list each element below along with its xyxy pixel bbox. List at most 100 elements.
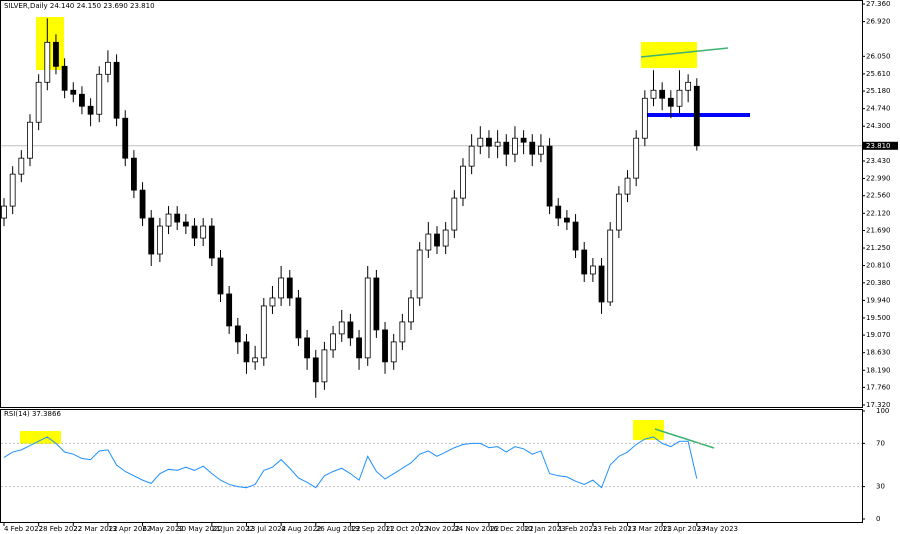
x-tick-label: 10 Jan 2023 — [524, 525, 566, 533]
x-tick-label: 4 Feb 2022 — [4, 525, 43, 533]
candle-body — [624, 177, 631, 195]
candle-body — [243, 341, 250, 363]
x-tick-label: 4 Aug 2022 — [281, 525, 321, 533]
candle-body — [442, 229, 449, 247]
candle-body — [667, 97, 674, 107]
x-tick-label: 19 Sep 2022 — [350, 525, 394, 533]
candle-body — [330, 333, 336, 351]
candle-body — [260, 305, 267, 359]
candle-body — [113, 61, 120, 119]
y-tick-label: 17.320 — [866, 401, 891, 409]
candle-body — [44, 41, 51, 83]
rsi-panel — [0, 409, 863, 523]
x-tick-label: 22 Mar 2022 — [73, 525, 117, 533]
candle-body — [182, 221, 189, 227]
x-tick-label: 26 Aug 2022 — [316, 525, 361, 533]
y-tick-label: 22.560 — [866, 192, 891, 200]
candle-body — [18, 157, 25, 175]
candle-body — [460, 165, 466, 199]
x-tick-label: 13 Apr 2022 — [108, 525, 151, 533]
candle-body — [87, 105, 94, 115]
y-tick-label: 26.050 — [866, 52, 891, 60]
y-tick-label: 0 — [876, 515, 880, 523]
y-tick-label: 20.380 — [866, 279, 891, 287]
y-tick-label: 21.250 — [866, 244, 891, 252]
candle-body — [416, 249, 423, 299]
candle-body — [546, 145, 553, 207]
candle-body — [581, 249, 588, 275]
x-tick-label: 24 Nov 2022 — [454, 525, 499, 533]
candle-body — [295, 297, 302, 339]
y-tick-label: 24.300 — [866, 122, 891, 130]
y-tick-label: 19.070 — [866, 331, 891, 339]
candle-body — [356, 337, 362, 359]
last-price-box — [862, 141, 898, 150]
y-tick-label: 25.610 — [866, 70, 891, 78]
candle-body — [174, 213, 181, 223]
candle-body — [286, 277, 293, 299]
candle-body — [520, 137, 527, 143]
candle-body — [615, 193, 622, 231]
candle-body — [555, 205, 562, 219]
y-tick-label: 27.360 — [866, 0, 891, 8]
highlight-box — [633, 420, 664, 440]
candle-body — [685, 81, 692, 91]
candle-body — [165, 213, 172, 227]
candle-body — [200, 225, 207, 239]
x-tick-label: 6 May 2022 — [143, 525, 184, 533]
candle-body — [512, 137, 518, 155]
last-price-label: 23.810 — [866, 142, 891, 150]
x-tick-label: 17 Mar 2023 — [628, 525, 672, 533]
candle-body — [364, 277, 371, 359]
candle-body — [61, 65, 68, 91]
y-tick-label: 22.120 — [866, 209, 891, 217]
candle-body — [659, 89, 666, 99]
rsi-line — [3, 436, 698, 489]
rsi-title: RSI(14) 37.3866 — [4, 410, 61, 418]
candle-body — [693, 85, 700, 147]
candle-body — [105, 61, 111, 75]
candle-body — [1, 205, 7, 219]
candle-body — [494, 141, 501, 147]
x-tick-label: 28 Feb 2022 — [39, 525, 83, 533]
candle-body — [70, 89, 77, 95]
highlight-box — [20, 431, 61, 444]
x-tick-label: 13 Jul 2022 — [246, 525, 286, 533]
candle-body — [278, 277, 285, 299]
candle-body — [408, 297, 414, 323]
candle-body — [477, 137, 484, 147]
candle-body — [252, 357, 259, 363]
candle-body — [27, 121, 33, 159]
candle-body — [607, 229, 614, 303]
candle-body — [529, 141, 536, 155]
candle-body — [208, 225, 215, 259]
candle-body — [53, 41, 59, 67]
candle-body — [538, 145, 544, 155]
candle-body — [434, 233, 440, 247]
x-tick-label: 11 Oct 2022 — [385, 525, 428, 533]
y-tick-label: 19.500 — [866, 314, 891, 322]
y-tick-label: 22.990 — [866, 175, 891, 183]
x-tick-label: 3 May 2023 — [697, 525, 738, 533]
candle-body — [589, 265, 596, 275]
candle-body — [156, 225, 163, 255]
candle-body — [122, 117, 129, 159]
candle-body — [321, 349, 328, 383]
y-tick-label: 17.760 — [866, 383, 891, 391]
candle-body — [572, 221, 579, 251]
chart-title: SILVER,Daily 24.140 24.150 23.690 23.810 — [4, 2, 155, 10]
y-tick-label: 25.180 — [866, 87, 891, 95]
candle-body — [130, 157, 137, 191]
candle-body — [148, 217, 155, 255]
candle-body — [399, 321, 406, 343]
candle-body — [217, 257, 224, 295]
x-tick-label: 11 Apr 2023 — [662, 525, 705, 533]
candle-body — [9, 173, 16, 207]
candle-body — [564, 217, 570, 223]
y-tick-label: 26.920 — [866, 18, 891, 26]
candle-body — [269, 297, 276, 307]
candle-body — [650, 89, 657, 99]
y-tick-label: 24.740 — [866, 105, 891, 113]
highlight-box — [641, 42, 697, 68]
